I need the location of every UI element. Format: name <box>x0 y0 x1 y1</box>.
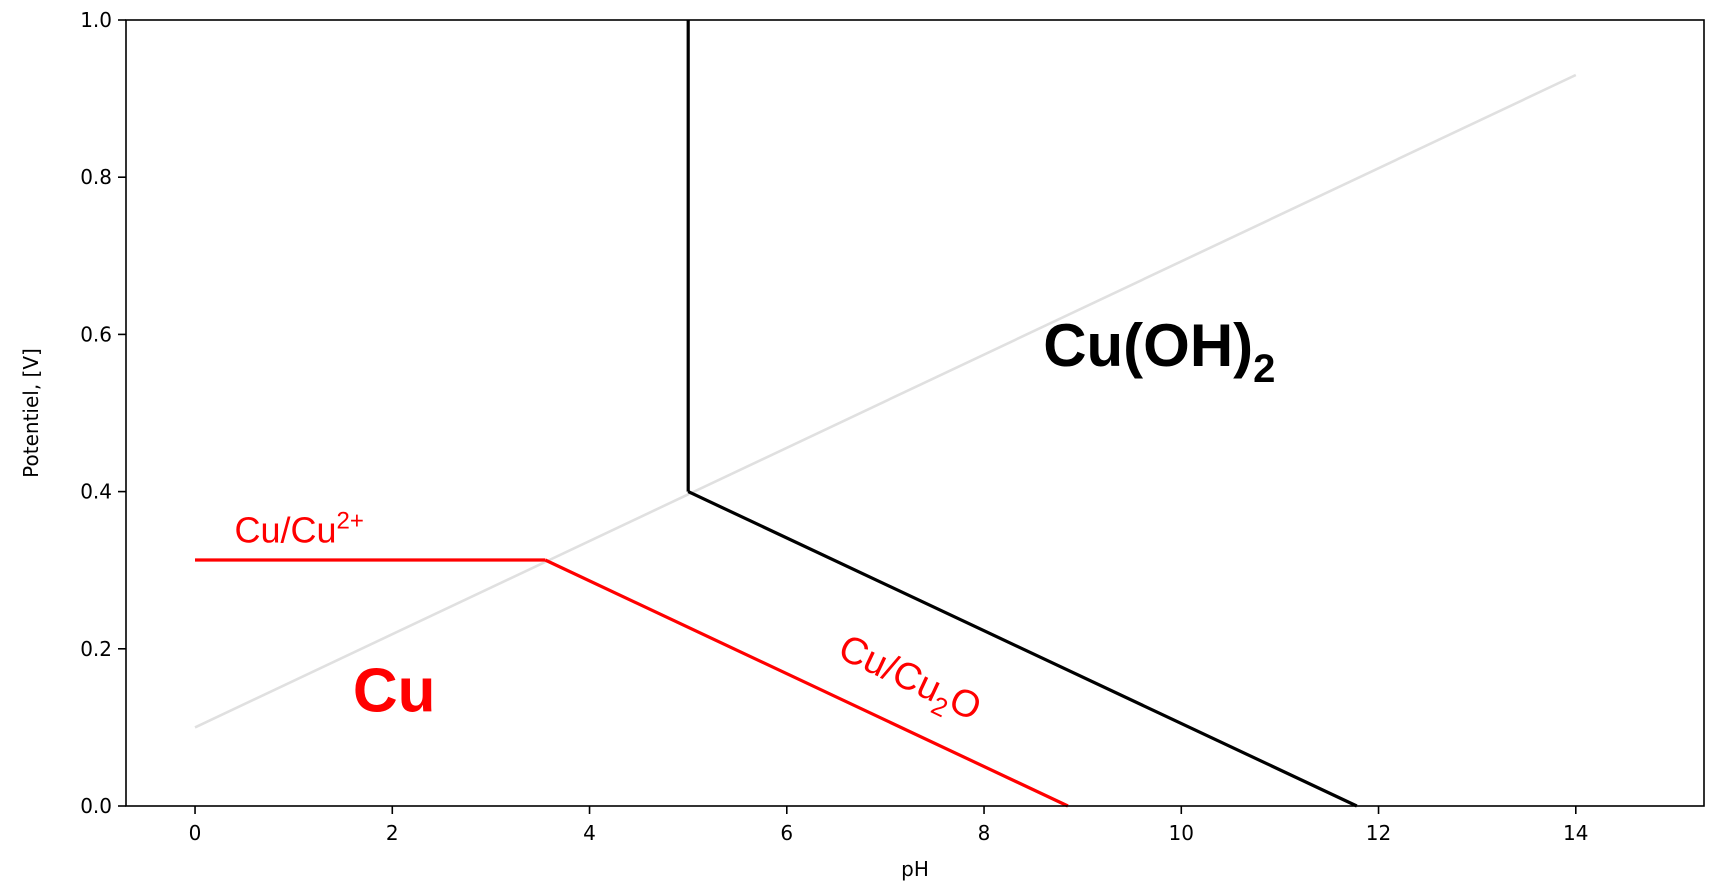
cu-cu2plus-label: Cu/Cu2+ <box>234 508 363 551</box>
y-axis: 0.0 0.2 0.4 0.6 0.8 1.0 <box>80 8 126 818</box>
region-cuoh2-label-sub: 2 <box>1253 347 1275 391</box>
y-tick-label: 0.2 <box>80 637 112 661</box>
region-cu-label: Cu <box>353 657 436 726</box>
x-tick-label: 12 <box>1366 821 1391 845</box>
region-cuoh2-label: Cu(OH)2 <box>1043 312 1275 391</box>
series-line-water <box>194 73 1577 729</box>
x-tick-label: 10 <box>1169 821 1194 845</box>
x-tick-label: 2 <box>386 821 399 845</box>
x-tick-label: 14 <box>1563 821 1588 845</box>
y-tick-label: 0.8 <box>80 165 112 189</box>
plot-frame <box>125 19 1705 807</box>
y-tick-label: 0.6 <box>80 322 112 346</box>
x-axis: 0 2 4 6 8 10 12 14 <box>189 806 1589 845</box>
y-tick-label: 0.4 <box>80 480 112 504</box>
cu-cu2plus-label-base: Cu/Cu <box>234 510 336 551</box>
x-tick-label: 4 <box>583 821 596 845</box>
series-line-cu-cu2o <box>544 558 1069 808</box>
series-layer <box>194 20 1577 808</box>
x-tick-label: 6 <box>780 821 793 845</box>
y-tick-label: 0.0 <box>80 794 112 818</box>
region-cuoh2-label-base: Cu(OH) <box>1043 312 1253 379</box>
x-tick-label: 8 <box>978 821 991 845</box>
y-tick-label: 1.0 <box>80 8 112 32</box>
y-axis-label: Potentiel, [V] <box>19 348 43 478</box>
x-axis-label: pH <box>901 857 929 881</box>
x-tick-label: 0 <box>189 821 202 845</box>
series-line-cuoh2-sloped <box>687 490 1358 808</box>
cu-cu2plus-label-sup: 2+ <box>337 508 364 535</box>
